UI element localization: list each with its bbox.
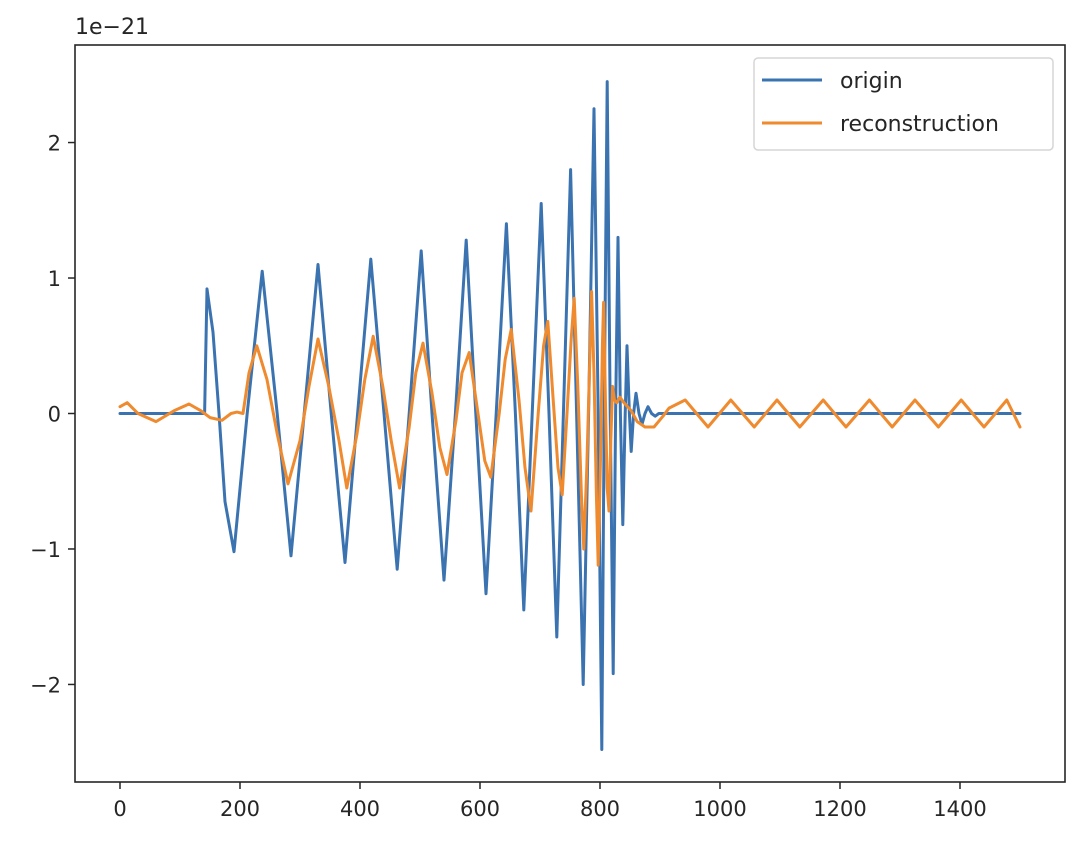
- x-tick-label: 600: [460, 797, 500, 821]
- legend-label-origin: origin: [840, 69, 903, 94]
- x-tick-label: 1200: [813, 797, 866, 821]
- y-tick-label: −2: [30, 673, 61, 697]
- x-tick-label: 1400: [933, 797, 986, 821]
- x-tick-label: 800: [580, 797, 620, 821]
- y-tick-label: 1: [48, 267, 61, 291]
- legend: origin reconstruction: [753, 57, 1054, 151]
- y-tick-label: 0: [48, 403, 61, 427]
- series-line-origin: [118, 80, 1022, 751]
- x-tick-label: 0: [113, 797, 126, 821]
- legend-label-reconstruction: reconstruction: [840, 112, 999, 137]
- x-tick-label: 1000: [693, 797, 746, 821]
- series-layer: [118, 80, 1022, 751]
- legend-box: [753, 57, 1054, 151]
- x-tick-label: 200: [220, 797, 260, 821]
- series-line-reconstruction: [118, 290, 1022, 567]
- x-tick-label: 400: [340, 797, 380, 821]
- y-tick-label: 2: [48, 132, 61, 156]
- axis-offset-label: 1e−21: [75, 15, 149, 40]
- y-axis-ticks: −2 −1 0 1 2: [30, 132, 75, 697]
- y-tick-label: −1: [30, 538, 61, 562]
- plot-frame: [74, 44, 1066, 783]
- x-axis-ticks: 0 200 400 600 800 1000 1200 1400: [113, 782, 987, 821]
